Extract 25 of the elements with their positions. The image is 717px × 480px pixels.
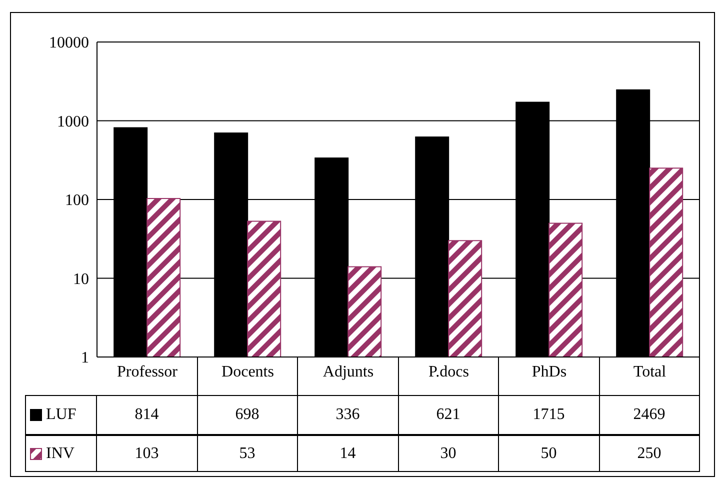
data-label: 698 [196, 395, 298, 435]
data-label: 30 [398, 435, 499, 472]
data-label: 250 [598, 435, 700, 472]
x-tick-label: PhDs [532, 363, 567, 380]
y-tick-label: 10 [73, 270, 89, 288]
data-label: 621 [398, 395, 499, 435]
data-label: 1715 [498, 395, 600, 435]
data-label: 2469 [598, 395, 700, 435]
x-tick-label: Total [633, 363, 667, 380]
legend-label: LUF [46, 406, 76, 424]
data-label: 53 [196, 435, 298, 472]
y-tick-label: 100 [65, 192, 89, 210]
x-tick-label: Docents [222, 363, 274, 380]
data-label: 50 [498, 435, 600, 472]
y-tick-label: 1 [81, 350, 89, 367]
x-tick-label: Adjunts [322, 363, 374, 380]
data-label: 336 [297, 395, 398, 435]
x-tick-label: Professor [117, 363, 178, 380]
x-tick-label: P.docs [428, 363, 469, 380]
y-tick-label: 10000 [49, 34, 89, 52]
data-label: 103 [96, 435, 198, 472]
data-label: 814 [96, 395, 198, 435]
legend-label: INV [46, 444, 74, 462]
y-tick-label: 1000 [57, 113, 89, 130]
data-label: 14 [297, 435, 398, 472]
